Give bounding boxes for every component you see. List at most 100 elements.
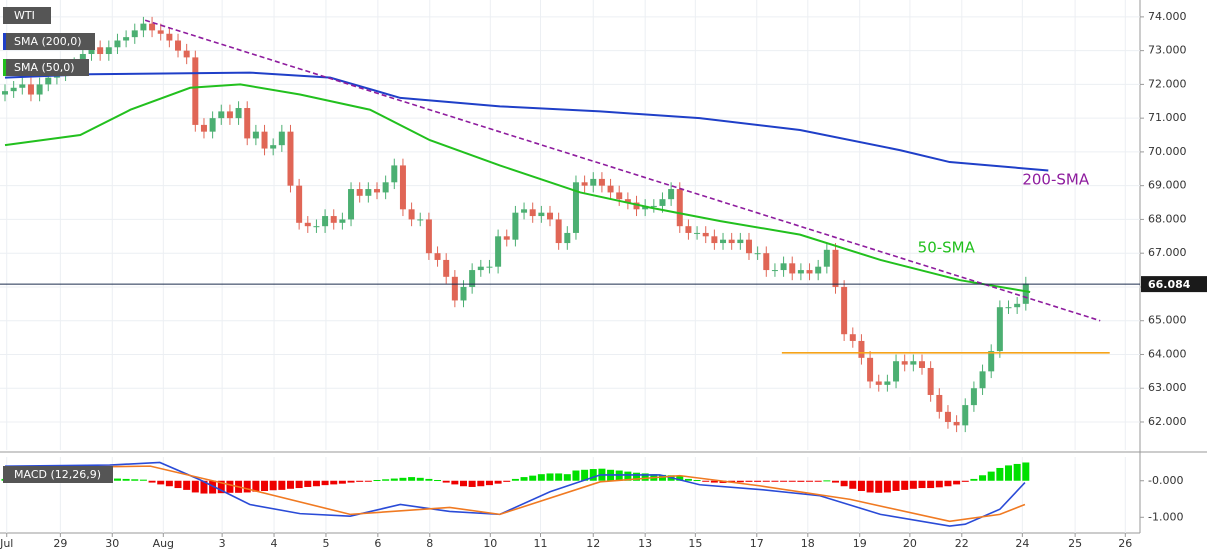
histogram-bar xyxy=(736,480,744,483)
candle-body xyxy=(927,367,934,395)
y-tick-label: 68.000 xyxy=(1148,212,1187,225)
histogram-bar xyxy=(909,480,917,489)
histogram-bar xyxy=(131,479,139,481)
candle-body xyxy=(97,47,104,55)
candle-body xyxy=(434,253,441,260)
candle-body xyxy=(443,259,450,277)
histogram-bar xyxy=(122,478,130,481)
candle-body xyxy=(460,286,467,301)
y-tick-label: 62.000 xyxy=(1148,415,1187,428)
candle-body xyxy=(105,47,112,55)
candle-body xyxy=(841,286,848,335)
candle-body xyxy=(175,40,182,51)
histogram-bar xyxy=(883,480,891,493)
candle-body xyxy=(936,394,943,412)
histogram-bar xyxy=(356,480,364,482)
histogram-bar xyxy=(269,480,277,491)
histogram-bar xyxy=(849,480,857,489)
histogram-bar xyxy=(1013,463,1021,481)
candle-body xyxy=(745,239,752,254)
candle-body xyxy=(226,111,233,119)
histogram-bar xyxy=(806,480,814,482)
histogram-bar xyxy=(174,480,182,489)
candle-body xyxy=(668,189,675,200)
candle-body xyxy=(867,357,874,382)
histogram-bar xyxy=(295,480,303,489)
candle-body xyxy=(642,205,649,210)
y-tick-label: 74.000 xyxy=(1148,10,1187,23)
histogram-bar xyxy=(676,476,684,481)
candle-body xyxy=(1005,307,1012,309)
histogram-bar xyxy=(901,480,909,490)
legend-label: SMA (50,0) xyxy=(14,61,75,74)
histogram-bar xyxy=(485,480,493,486)
histogram-bar xyxy=(814,480,822,482)
candle-body xyxy=(209,118,216,132)
histogram-bar xyxy=(321,480,329,486)
candle-body xyxy=(685,226,692,233)
candle-body xyxy=(408,209,415,220)
candle-body xyxy=(659,199,666,206)
candle-body xyxy=(901,361,908,365)
candle-body xyxy=(979,371,986,389)
candle-body xyxy=(581,182,588,186)
histogram-bar xyxy=(139,479,147,481)
candle-body xyxy=(252,131,259,139)
candle-body xyxy=(633,202,640,210)
histogram-bar xyxy=(226,480,234,493)
histogram-bar xyxy=(641,473,649,481)
x-tick-label: 8 xyxy=(426,537,433,550)
candle-body xyxy=(832,249,839,287)
candle-body xyxy=(676,189,683,227)
histogram-bar xyxy=(434,480,442,482)
x-tick-label: 13 xyxy=(638,537,652,550)
histogram-bar xyxy=(243,480,251,493)
histogram-bar xyxy=(468,480,476,487)
histogram-bar xyxy=(857,480,865,491)
candle-body xyxy=(780,263,787,271)
histogram-bar xyxy=(866,480,874,493)
candle-body xyxy=(166,33,173,41)
candle-body xyxy=(996,307,1003,352)
histogram-bar xyxy=(979,475,987,481)
macd-title-box xyxy=(3,466,113,483)
candle-body xyxy=(607,185,614,193)
candle-body xyxy=(382,182,389,193)
candle-body xyxy=(451,276,458,301)
candle-body xyxy=(1014,303,1021,308)
histogram-bar xyxy=(745,480,753,482)
histogram-bar xyxy=(892,480,900,491)
candle-body xyxy=(538,212,545,217)
annotation: 200-SMA xyxy=(1022,170,1090,188)
x-tick-label: 11 xyxy=(533,537,547,550)
candle-body xyxy=(348,189,355,220)
candle-body xyxy=(19,84,26,88)
histogram-bar xyxy=(944,480,952,487)
candle-body xyxy=(192,57,199,125)
histogram-bar xyxy=(416,477,424,481)
histogram-bar xyxy=(477,480,485,487)
histogram-bar xyxy=(633,472,641,481)
candle-body xyxy=(477,266,484,271)
candle-body xyxy=(425,219,432,254)
candle-body xyxy=(356,189,363,196)
histogram-bar xyxy=(831,480,839,483)
candle-body xyxy=(771,270,778,272)
x-tick-label: 30 xyxy=(105,537,119,550)
candle-body xyxy=(555,219,562,244)
histogram-bar xyxy=(312,480,320,487)
candle-body xyxy=(875,381,882,385)
trend-line xyxy=(144,19,1101,322)
y-tick-label: 65.000 xyxy=(1148,314,1187,327)
x-tick-label: 5 xyxy=(322,537,329,550)
candle-body xyxy=(823,249,830,267)
candle-body xyxy=(564,232,571,244)
histogram-bar xyxy=(503,480,511,482)
y-tick-label: -1.000 xyxy=(1148,510,1183,523)
x-tick-label: 20 xyxy=(903,537,917,550)
candle-body xyxy=(244,108,251,139)
histogram-bar xyxy=(304,480,312,487)
y-tick-label: 63.000 xyxy=(1148,381,1187,394)
x-tick-label: 4 xyxy=(271,537,278,550)
